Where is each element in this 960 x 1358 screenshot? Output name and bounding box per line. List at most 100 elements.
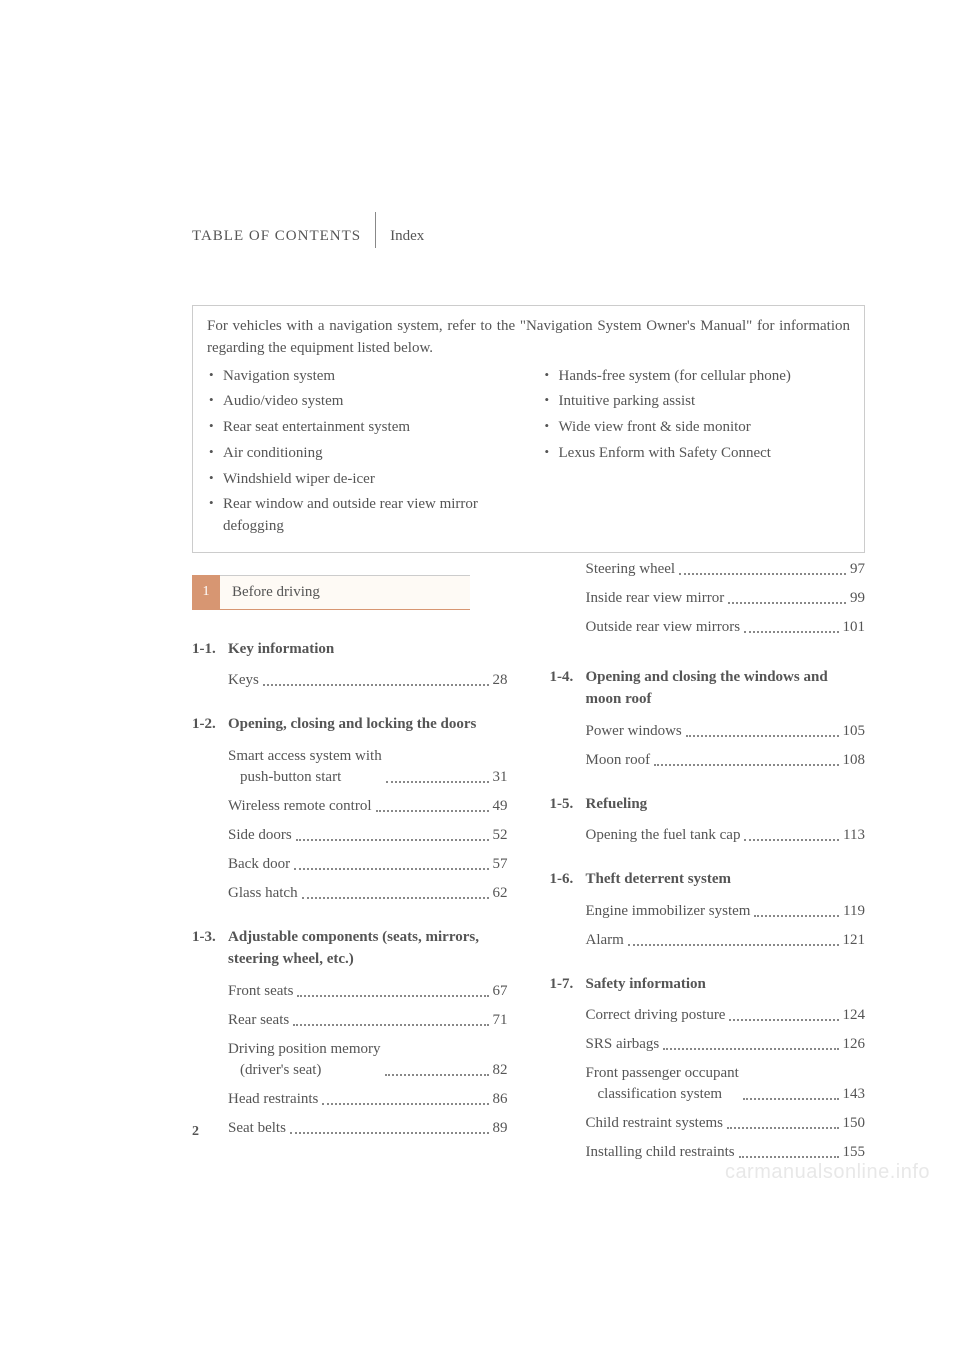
entry-dots [744,839,839,841]
entry-page: 67 [493,981,508,1002]
entry-dots [663,1048,838,1050]
note-item: Wide view front & side monitor [543,417,851,439]
entry-page: 113 [843,825,865,846]
entry-dots [729,1019,838,1021]
index-label: Index [390,228,424,245]
note-item: Navigation system [207,366,515,388]
entry-dots [302,897,489,899]
entry-dots [322,1103,488,1105]
section-number: 1-1. [192,638,228,661]
entry-label: Seat belts [228,1118,286,1139]
section-number: 1-5. [550,793,586,816]
toc-entry: Child restraint systems150 [586,1113,866,1134]
right-column: Steering wheel97 Inside rear view mirror 9… [550,559,866,1186]
entry-label: Engine immobilizer system [586,901,751,922]
entry-dots [743,1098,839,1100]
toc-section: 1-5.RefuelingOpening the fuel tank cap11… [550,793,866,847]
toc-entry: Engine immobilizer system 119 [586,901,866,922]
toc-section: 1-3.Adjustable components (seats, mirror… [192,926,508,1139]
section-number: 1-7. [550,973,586,996]
entry-label: Driving position memory(driver's seat) [228,1039,381,1081]
entry-page: 31 [493,767,508,788]
entry-label: Front seats [228,981,293,1002]
section-number: 1-4. [550,666,586,711]
toc-entry: Glass hatch62 [228,883,508,904]
entry-dots [754,915,839,917]
toc-entry: Steering wheel97 [586,559,866,580]
entry-dots [728,602,846,604]
entry-page: 28 [493,670,508,691]
toc-section: 1-6.Theft deterrent system Engine immobil… [550,868,866,951]
toc-entry: Wireless remote control49 [228,796,508,817]
note-item: Audio/video system [207,391,515,413]
toc-entry: Head restraints86 [228,1089,508,1110]
section-title: Opening, closing and locking the doors [228,713,508,736]
note-item: Air conditioning [207,443,515,465]
entry-label: Outside rear view mirrors [586,617,741,638]
toc-entry: Inside rear view mirror 99 [586,588,866,609]
entry-page: 124 [843,1005,866,1026]
section-title: Opening and closing the windows and moon… [586,666,866,711]
section-title: Theft deterrent system [586,868,866,891]
toc-entry: Outside rear view mirrors101 [586,617,866,638]
entry-page: 62 [493,883,508,904]
section-head: 1-7.Safety information [550,973,866,996]
toc-entry: Alarm121 [586,930,866,951]
entry-label: Opening the fuel tank cap [586,825,741,846]
entry-label: Head restraints [228,1089,318,1110]
entry-dots [628,944,839,946]
note-col-right: Hands-free system (for cellular phone) In… [543,366,851,542]
entry-dots [376,810,489,812]
section-head: 1-1.Key information [192,638,508,661]
section-head: 1-4.Opening and closing the windows and … [550,666,866,711]
section-number: 1-2. [192,713,228,736]
note-item: Hands-free system (for cellular phone) [543,366,851,388]
toc-section: 1-7.Safety information Correct driving po… [550,973,866,1164]
entry-label: Steering wheel [586,559,676,580]
entry-dots [294,868,488,870]
page-number: 2 [192,1124,199,1140]
note-col-left: Navigation system Audio/video system Rear … [207,366,515,542]
chapter-header: 1 Before driving [192,575,470,610]
entry-dots [654,764,838,766]
chapter-title: Before driving [220,575,470,610]
entry-label: Rear seats [228,1010,289,1031]
page-container: TABLE OF CONTENTS Index For vehicles wit… [0,0,960,1185]
toc-entry: Front seats 67 [228,981,508,1002]
entry-label: Moon roof [586,750,651,771]
entry-label: Power windows [586,721,682,742]
entry-label: Alarm [586,930,624,951]
section-head: 1-6.Theft deterrent system [550,868,866,891]
toc-entry: Back door57 [228,854,508,875]
entry-label: Side doors [228,825,292,846]
entry-page: 99 [850,588,865,609]
entry-page: 49 [493,796,508,817]
toc-section: 1-4.Opening and closing the windows and … [550,666,866,771]
section-title: Key information [228,638,508,661]
toc-entry: Opening the fuel tank cap 113 [586,825,866,846]
entry-dots [679,573,846,575]
entry-page: 105 [843,721,866,742]
entry-label: Front passenger occupantclassification s… [586,1063,739,1105]
note-item: Rear window and outside rear view mirror… [207,494,515,538]
note-item: Lexus Enform with Safety Connect [543,443,851,465]
section-head: 1-2.Opening, closing and locking the doo… [192,713,508,736]
note-item: Intuitive parking assist [543,391,851,413]
entry-dots [385,1074,489,1076]
toc-entry: Rear seats71 [228,1010,508,1031]
header-row: TABLE OF CONTENTS Index [192,218,865,255]
toc-section: 1-1.Key information Keys 28 [192,638,508,692]
toc-entry: Moon roof108 [586,750,866,771]
entry-dots [296,839,489,841]
section-title: Adjustable components (seats, mirrors, s… [228,926,508,971]
toc-entry: Correct driving posture124 [586,1005,866,1026]
entry-page: 52 [493,825,508,846]
entry-page: 89 [493,1118,508,1139]
entry-label: Inside rear view mirror [586,588,725,609]
note-text: For vehicles with a navigation system, r… [207,316,850,360]
entry-page: 143 [843,1084,866,1105]
entry-dots [297,995,488,997]
entry-label: Keys [228,670,259,691]
chapter-number: 1 [192,575,220,610]
entry-page: 119 [843,901,865,922]
